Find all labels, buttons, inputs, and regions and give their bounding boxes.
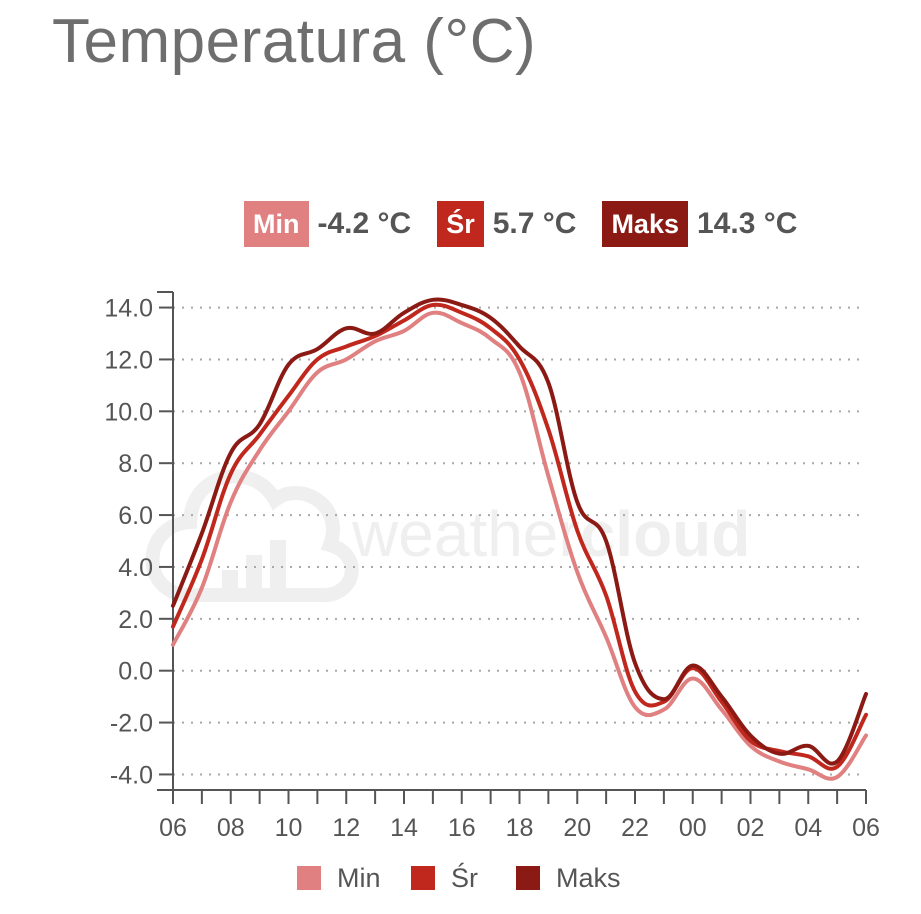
x-tick-label: 14 bbox=[390, 814, 418, 842]
legend-label: Min bbox=[337, 863, 381, 893]
chart-title: Temperatura (°C) bbox=[52, 7, 537, 76]
watermark-text: weathercloud bbox=[351, 498, 750, 570]
x-tick-label: 16 bbox=[448, 814, 476, 842]
watermark-bar bbox=[222, 570, 238, 596]
y-tick-label: 10.0 bbox=[104, 398, 153, 426]
summary-max-badge: Maks bbox=[602, 201, 688, 247]
summary-bar: Min -4.2 °C Śr 5.7 °C Maks 14.3 °C bbox=[244, 201, 797, 247]
summary-avg: Śr 5.7 °C bbox=[437, 201, 576, 247]
y-tick-label: 12.0 bbox=[104, 346, 153, 374]
y-tick-label: 14.0 bbox=[104, 295, 153, 323]
watermark-text-bold: cloud bbox=[580, 498, 751, 570]
y-tick-label: 2.0 bbox=[118, 606, 153, 634]
legend-swatch bbox=[297, 866, 321, 890]
y-tick-label: 8.0 bbox=[118, 450, 153, 478]
x-tick-label: 04 bbox=[794, 814, 822, 842]
cloud-icon bbox=[145, 469, 359, 603]
series-line-min bbox=[171, 310, 868, 781]
summary-min-value: -4.2 °C bbox=[317, 207, 412, 240]
x-tick-label: 02 bbox=[737, 814, 765, 842]
summary-avg-badge: Śr bbox=[437, 201, 484, 247]
x-tick-label: 22 bbox=[621, 814, 649, 842]
axes: 14.012.010.08.06.04.02.00.0-2.0-4.006 08 1… bbox=[104, 291, 880, 842]
watermark-bar bbox=[270, 540, 286, 596]
y-tick-label: -4.0 bbox=[110, 761, 153, 789]
weathercloud-watermark: weathercloud bbox=[145, 469, 750, 603]
series-line-avg bbox=[171, 302, 868, 771]
series-line-max bbox=[171, 297, 868, 766]
x-tick-label: 20 bbox=[563, 814, 591, 842]
legend-label: Maks bbox=[556, 863, 621, 893]
summary-min-badge: Min bbox=[244, 201, 309, 247]
grid bbox=[173, 306, 866, 776]
summary-max-value: 14.3 °C bbox=[696, 207, 798, 240]
x-tick-label: 18 bbox=[506, 814, 534, 842]
x-tick-label: 00 bbox=[679, 814, 707, 842]
x-tick-label: 08 bbox=[217, 814, 245, 842]
y-tick-label: 4.0 bbox=[118, 554, 153, 582]
legend: Min Śr Maks bbox=[297, 861, 621, 893]
summary-avg-value: 5.7 °C bbox=[492, 207, 577, 240]
y-tick-label: 0.0 bbox=[118, 658, 153, 686]
legend-swatch bbox=[411, 866, 435, 890]
x-tick-label: 06 bbox=[159, 814, 187, 842]
summary-max: Maks 14.3 °C bbox=[602, 201, 797, 247]
watermark-bar bbox=[246, 555, 262, 596]
series-lines bbox=[171, 297, 868, 781]
x-tick-label: 12 bbox=[332, 814, 360, 842]
x-tick-label: 06 bbox=[852, 814, 880, 842]
watermark-text-light: weather bbox=[351, 498, 580, 570]
y-tick-label: -2.0 bbox=[110, 710, 153, 738]
y-tick-label: 6.0 bbox=[118, 502, 153, 530]
summary-min: Min -4.2 °C bbox=[244, 201, 411, 247]
legend-label: Śr bbox=[451, 861, 478, 893]
legend-swatch bbox=[516, 866, 540, 890]
x-tick-label: 10 bbox=[275, 814, 303, 842]
